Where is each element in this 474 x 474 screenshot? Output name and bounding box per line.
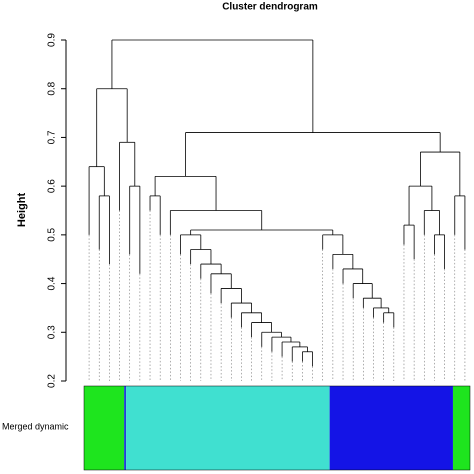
y-tick-label: 0.3 xyxy=(47,325,58,339)
y-tick-label: 0.9 xyxy=(47,33,58,47)
y-tick-label: 0.6 xyxy=(47,179,58,193)
y-tick-label: 0.2 xyxy=(47,374,58,388)
y-tick-label: 0.7 xyxy=(47,130,58,144)
y-tick-label: 0.4 xyxy=(47,276,58,290)
y-axis-label: Height xyxy=(16,193,28,228)
module-block xyxy=(124,386,127,470)
chart-title: Cluster dendrogram xyxy=(222,2,318,13)
module-block xyxy=(126,386,330,470)
y-tick-label: 0.5 xyxy=(47,227,58,241)
y-tick-label: 0.8 xyxy=(47,81,58,95)
color-bar-frame xyxy=(83,385,471,471)
module-block xyxy=(452,386,470,470)
module-block xyxy=(329,386,453,470)
color-bar-label: Merged dynamic xyxy=(2,421,69,431)
module-block xyxy=(84,386,125,470)
